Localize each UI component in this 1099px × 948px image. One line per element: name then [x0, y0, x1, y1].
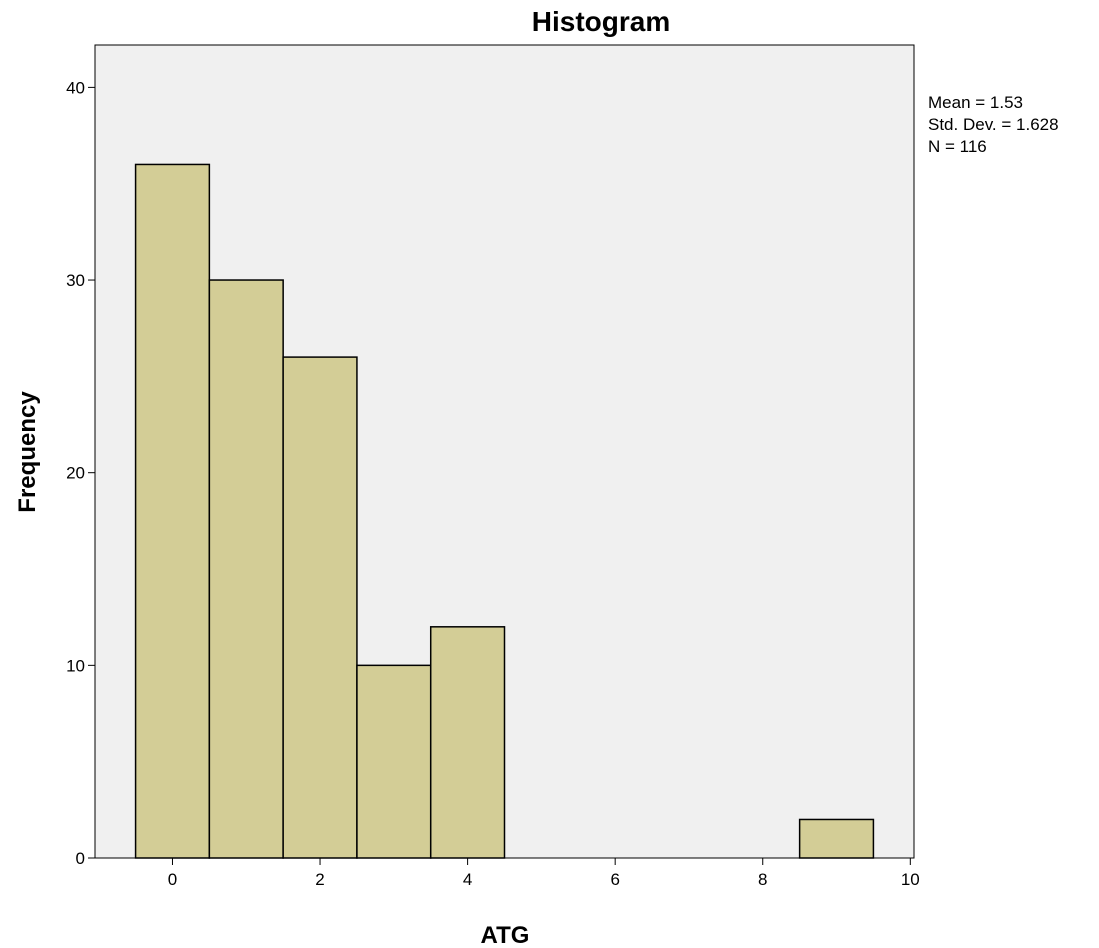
- histogram-bar: [282, 356, 358, 859]
- histogram-bar: [356, 664, 432, 859]
- y-tick-label: 0: [76, 849, 85, 868]
- x-tick-label: 10: [901, 870, 920, 889]
- y-tick-label: 20: [66, 464, 85, 483]
- x-axis-label: ATG: [481, 922, 530, 948]
- stat-std-dev: Std. Dev. = 1.628: [928, 115, 1059, 134]
- x-tick-label: 4: [463, 870, 472, 889]
- y-tick-label: 40: [66, 78, 85, 97]
- stats-box: Mean = 1.53 Std. Dev. = 1.628 N = 116: [928, 93, 1059, 156]
- x-axis: 0 2 4 6 8 10: [168, 858, 920, 889]
- bars-group: [134, 163, 875, 859]
- histogram-bar: [429, 626, 506, 859]
- x-tick-label: 6: [610, 870, 619, 889]
- histogram-bar: [208, 279, 284, 859]
- stat-n: N = 116: [928, 137, 987, 156]
- y-axis-label: Frequency: [14, 391, 41, 513]
- x-tick-label: 8: [758, 870, 767, 889]
- y-tick-label: 10: [66, 656, 85, 675]
- y-axis: 0 10 20 30 40: [66, 78, 95, 868]
- y-tick-label: 30: [66, 271, 85, 290]
- x-tick-label: 0: [168, 870, 177, 889]
- chart-title: Histogram: [532, 6, 670, 37]
- x-tick-label: 2: [315, 870, 324, 889]
- histogram-bar: [134, 163, 211, 859]
- plot-frame: [94, 44, 915, 859]
- histogram-bar: [798, 818, 875, 859]
- stat-mean: Mean = 1.53: [928, 93, 1023, 112]
